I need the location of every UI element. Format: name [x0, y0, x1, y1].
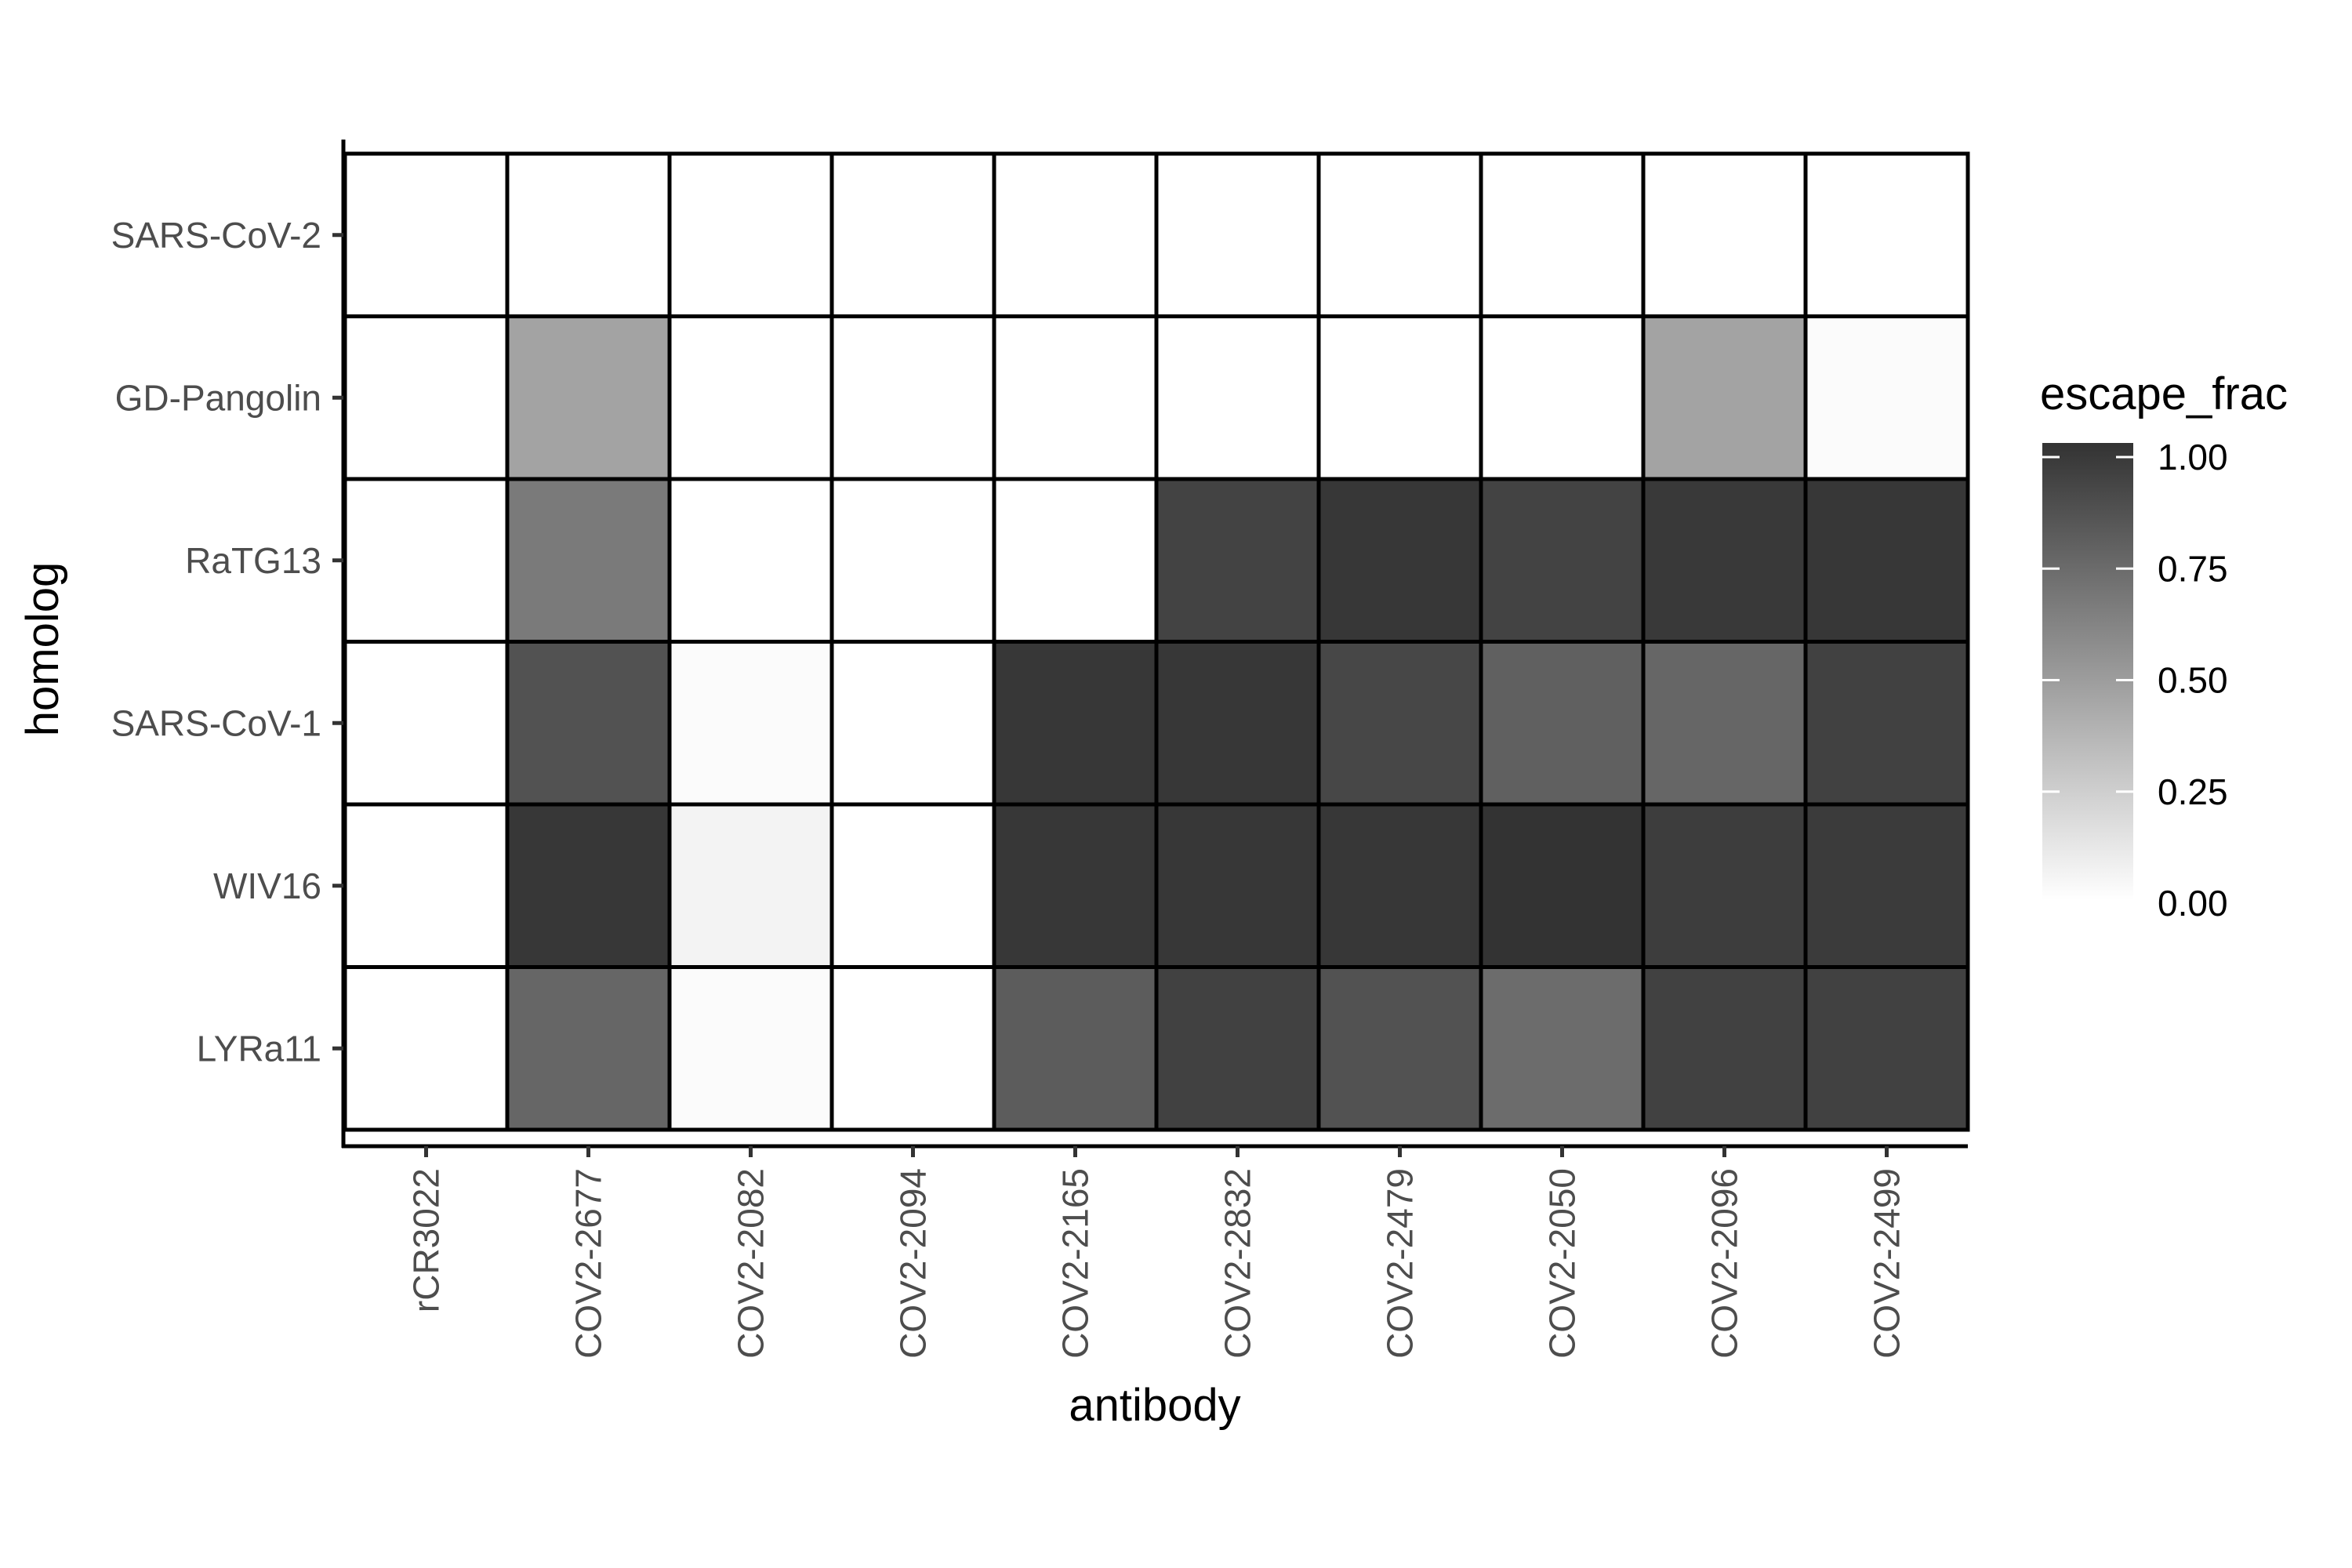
heatmap-cell-SARS-CoV-2-COV2-2094 — [829, 151, 996, 318]
legend-label: 0.75 — [2158, 548, 2228, 589]
y-axis-title: homolog — [17, 562, 68, 736]
heatmap-cell-GD-Pangolin-COV2-2677 — [505, 314, 672, 481]
heatmap-cell-LYRa11-COV2-2050 — [1479, 965, 1646, 1132]
heatmap-cell-SARS-CoV-2-COV2-2165 — [992, 151, 1159, 318]
heatmap-cell-SARS-CoV-1-COV2-2479 — [1316, 640, 1483, 807]
heatmap-cell-GD-Pangolin-COV2-2499 — [1803, 314, 1970, 481]
heatmap-cell-WIV16-rCR3022 — [343, 802, 510, 969]
x-tick-label: COV2-2096 — [1704, 1168, 1745, 1359]
legend-label: 0.50 — [2158, 660, 2228, 701]
heatmap-cell-SARS-CoV-1-COV2-2499 — [1803, 640, 1970, 807]
heatmap-cell-WIV16-COV2-2677 — [505, 802, 672, 969]
heatmap-cells — [343, 151, 1970, 1132]
legend-title: escape_frac — [2040, 368, 2288, 419]
heatmap-cell-WIV16-COV2-2832 — [1154, 802, 1321, 969]
heatmap-cell-LYRa11-COV2-2677 — [505, 965, 672, 1132]
heatmap-cell-LYRa11-COV2-2094 — [829, 965, 996, 1132]
heatmap-cell-SARS-CoV-1-COV2-2094 — [829, 640, 996, 807]
heatmap-cell-LYRa11-COV2-2165 — [992, 965, 1159, 1132]
heatmap-cell-WIV16-COV2-2096 — [1641, 802, 1808, 969]
heatmap-cell-GD-Pangolin-rCR3022 — [343, 314, 510, 481]
heatmap-cell-GD-Pangolin-COV2-2050 — [1479, 314, 1646, 481]
heatmap-cell-SARS-CoV-1-rCR3022 — [343, 640, 510, 807]
y-tick-label: SARS-CoV-1 — [111, 702, 321, 743]
heatmap-cell-RaTG13-COV2-2165 — [992, 477, 1159, 644]
heatmap-cell-LYRa11-COV2-2082 — [667, 965, 834, 1132]
heatmap-cell-SARS-CoV-2-COV2-2677 — [505, 151, 672, 318]
heatmap-cell-RaTG13-rCR3022 — [343, 477, 510, 644]
heatmap-cell-RaTG13-COV2-2499 — [1803, 477, 1970, 644]
heatmap-cell-WIV16-COV2-2499 — [1803, 802, 1970, 969]
x-tick-label: COV2-2677 — [568, 1168, 609, 1359]
x-tick-label: COV2-2082 — [731, 1168, 771, 1359]
legend-label: 0.00 — [2158, 883, 2228, 924]
y-tick-label: RaTG13 — [185, 540, 321, 581]
heatmap-cell-WIV16-COV2-2050 — [1479, 802, 1646, 969]
x-tick-label: COV2-2094 — [893, 1168, 934, 1359]
heatmap-cell-RaTG13-COV2-2096 — [1641, 477, 1808, 644]
heatmap-cell-GD-Pangolin-COV2-2832 — [1154, 314, 1321, 481]
heatmap-cell-SARS-CoV-1-COV2-2165 — [992, 640, 1159, 807]
heatmap-cell-SARS-CoV-2-COV2-2096 — [1641, 151, 1808, 318]
legend: escape_frac 1.00 0.75 0.50 0.25 0.00 — [2040, 368, 2288, 924]
heatmap-cell-LYRa11-COV2-2499 — [1803, 965, 1970, 1132]
heatmap-cell-LYRa11-COV2-2832 — [1154, 965, 1321, 1132]
heatmap-cell-SARS-CoV-1-COV2-2677 — [505, 640, 672, 807]
heatmap-cell-SARS-CoV-2-COV2-2832 — [1154, 151, 1321, 318]
x-tick-label: COV2-2499 — [1867, 1168, 1907, 1359]
heatmap-cell-GD-Pangolin-COV2-2479 — [1316, 314, 1483, 481]
heatmap-cell-GD-Pangolin-COV2-2165 — [992, 314, 1159, 481]
heatmap-cell-SARS-CoV-2-rCR3022 — [343, 151, 510, 318]
legend-colorbar — [2042, 443, 2133, 900]
heatmap-cell-WIV16-COV2-2165 — [992, 802, 1159, 969]
heatmap-cell-WIV16-COV2-2479 — [1316, 802, 1483, 969]
x-tick-label: COV2-2832 — [1218, 1168, 1258, 1359]
heatmap-cell-GD-Pangolin-COV2-2096 — [1641, 314, 1808, 481]
y-tick-label: SARS-CoV-2 — [111, 215, 321, 256]
heatmap-cell-SARS-CoV-1-COV2-2050 — [1479, 640, 1646, 807]
y-tick-label: GD-Pangolin — [115, 377, 321, 418]
x-tick-label: COV2-2050 — [1542, 1168, 1583, 1359]
heatmap-cell-SARS-CoV-1-COV2-2082 — [667, 640, 834, 807]
axes — [341, 140, 1968, 1149]
heatmap-cell-RaTG13-COV2-2832 — [1154, 477, 1321, 644]
tick-labels: SARS-CoV-2 GD-Pangolin RaTG13 SARS-CoV-1 WIV… — [111, 215, 1907, 1359]
x-tick-label: COV2-2165 — [1055, 1168, 1096, 1359]
heatmap-cell-RaTG13-COV2-2050 — [1479, 477, 1646, 644]
heatmap-cell-GD-Pangolin-COV2-2094 — [829, 314, 996, 481]
heatmap-cell-GD-Pangolin-COV2-2082 — [667, 314, 834, 481]
legend-label: 1.00 — [2158, 437, 2228, 477]
heatmap-cell-WIV16-COV2-2094 — [829, 802, 996, 969]
heatmap-cell-RaTG13-COV2-2479 — [1316, 477, 1483, 644]
y-tick-label: LYRa11 — [197, 1028, 321, 1069]
heatmap-cell-LYRa11-COV2-2479 — [1316, 965, 1483, 1132]
heatmap-cell-SARS-CoV-1-COV2-2832 — [1154, 640, 1321, 807]
heatmap-cell-SARS-CoV-2-COV2-2499 — [1803, 151, 1970, 318]
heatmap-cell-LYRa11-rCR3022 — [343, 965, 510, 1132]
heatmap-cell-SARS-CoV-1-COV2-2096 — [1641, 640, 1808, 807]
heatmap-cell-RaTG13-COV2-2082 — [667, 477, 834, 644]
heatmap-cell-SARS-CoV-2-COV2-2479 — [1316, 151, 1483, 318]
legend-label: 0.25 — [2158, 771, 2228, 812]
heatmap-cell-RaTG13-COV2-2094 — [829, 477, 996, 644]
heatmap-cell-SARS-CoV-2-COV2-2050 — [1479, 151, 1646, 318]
x-tick-label: COV2-2479 — [1380, 1168, 1421, 1359]
heatmap-cell-SARS-CoV-2-COV2-2082 — [667, 151, 834, 318]
y-tick-label: WIV16 — [213, 866, 321, 906]
x-tick-label: rCR3022 — [406, 1168, 447, 1312]
x-axis-title: antibody — [1069, 1380, 1240, 1431]
heatmap-cell-WIV16-COV2-2082 — [667, 802, 834, 969]
heatmap-cell-RaTG13-COV2-2677 — [505, 477, 672, 644]
heatmap-cell-LYRa11-COV2-2096 — [1641, 965, 1808, 1132]
